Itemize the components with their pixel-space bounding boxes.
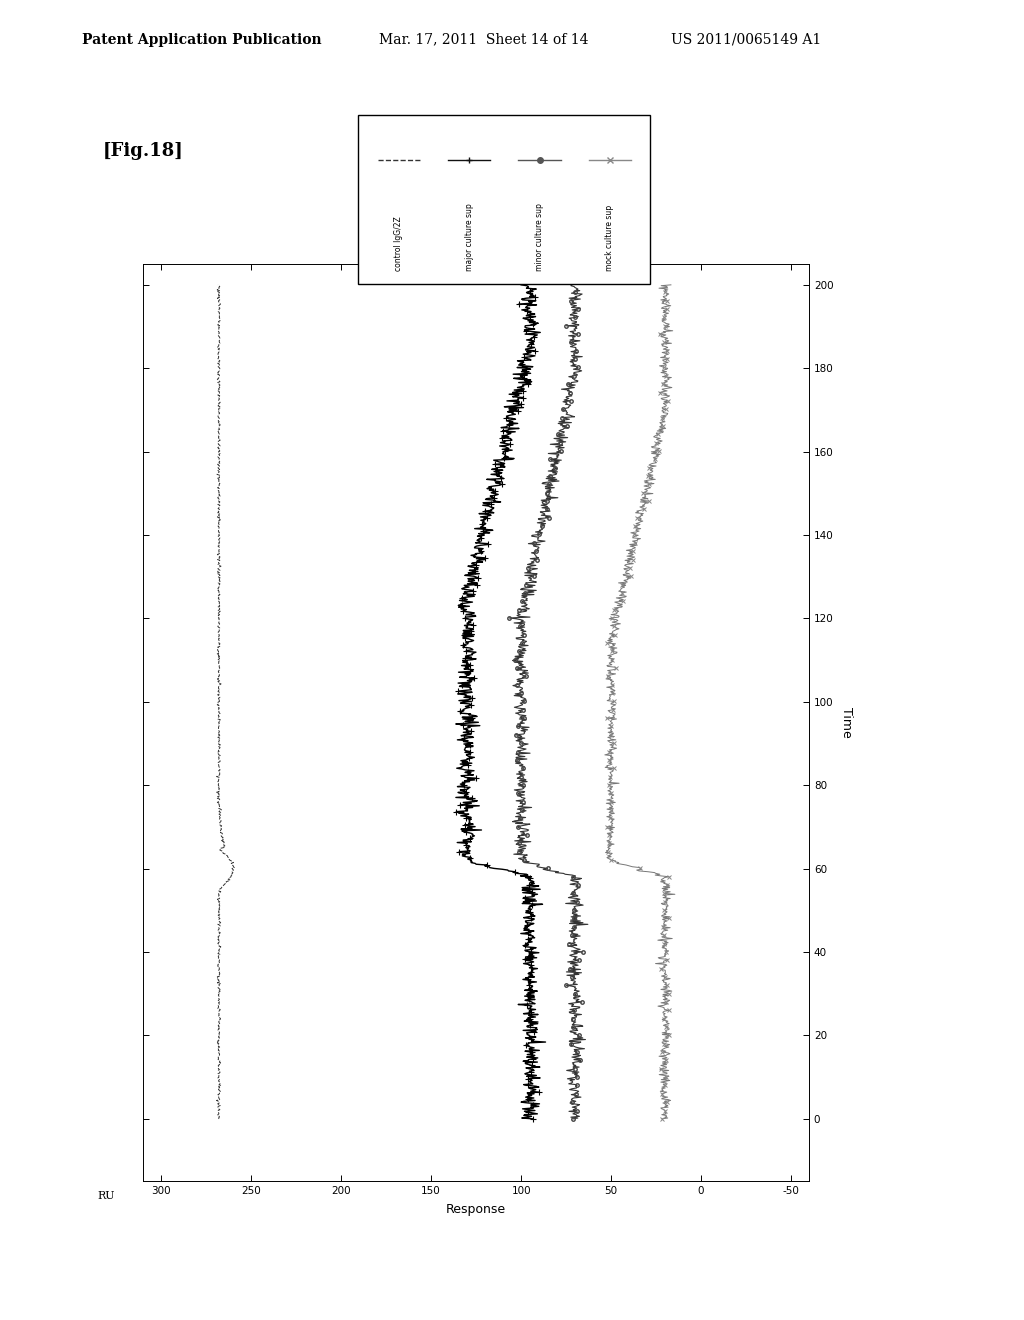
Text: Mar. 17, 2011  Sheet 14 of 14: Mar. 17, 2011 Sheet 14 of 14 [379,33,589,46]
Text: Patent Application Publication: Patent Application Publication [82,33,322,46]
Text: major culture sup: major culture sup [465,203,474,271]
Text: [Fig.18]: [Fig.18] [102,141,183,160]
Text: US 2011/0065149 A1: US 2011/0065149 A1 [671,33,821,46]
Text: minor culture sup: minor culture sup [535,203,544,271]
Text: RU: RU [97,1191,115,1201]
Text: control IgG/2Z: control IgG/2Z [394,216,403,271]
Y-axis label: Time: Time [840,708,853,738]
X-axis label: Response: Response [446,1204,506,1216]
Text: mock culture sup: mock culture sup [605,205,614,271]
